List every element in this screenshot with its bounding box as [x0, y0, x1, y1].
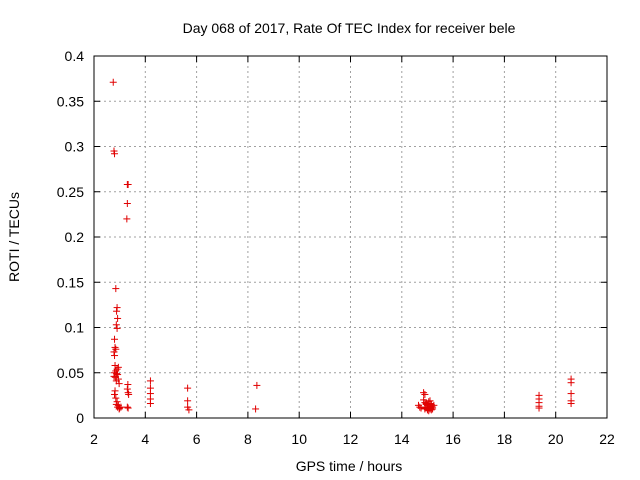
data-point — [111, 387, 119, 395]
x-tick-label: 22 — [599, 431, 615, 447]
y-tick-label: 0.15 — [57, 274, 84, 290]
data-point — [112, 321, 120, 329]
data-point — [567, 400, 575, 408]
y-tick-label: 0.2 — [65, 229, 85, 245]
data-point — [430, 401, 438, 409]
chart-title: Day 068 of 2017, Rate Of TEC Index for r… — [183, 20, 516, 36]
data-point — [253, 381, 261, 389]
data-point — [567, 379, 575, 387]
data-point — [110, 372, 118, 380]
data-point — [124, 404, 132, 412]
y-tick-label: 0.35 — [57, 93, 84, 109]
data-point — [184, 397, 192, 405]
y-axis-label: ROTI / TECUs — [6, 192, 22, 282]
data-point — [114, 314, 122, 322]
data-point — [417, 404, 425, 412]
data-point — [184, 384, 192, 392]
data-point — [113, 304, 121, 312]
data-point — [427, 406, 435, 414]
data-point — [252, 405, 260, 413]
data-point — [426, 397, 434, 405]
data-point — [123, 403, 131, 411]
data-point — [117, 403, 125, 411]
data-point — [116, 404, 124, 412]
x-tick-label: 12 — [343, 431, 359, 447]
data-point — [429, 405, 437, 413]
x-tick-label: 2 — [90, 431, 98, 447]
data-point — [113, 365, 121, 373]
data-point — [112, 394, 120, 402]
y-tick-label: 0.25 — [57, 184, 84, 200]
x-axis-label: GPS time / hours — [296, 458, 403, 474]
data-point — [115, 405, 123, 413]
y-tick-label: 0.1 — [65, 320, 85, 336]
y-tick-label: 0.05 — [57, 365, 84, 381]
x-tick-label: 4 — [141, 431, 149, 447]
x-tick-label: 10 — [291, 431, 307, 447]
data-point — [123, 215, 131, 223]
data-point — [125, 390, 133, 398]
x-tick-label: 16 — [445, 431, 461, 447]
x-tick-label: 6 — [193, 431, 201, 447]
data-point — [124, 181, 132, 189]
data-point — [416, 403, 424, 411]
grid-layer — [94, 56, 607, 418]
y-tick-label: 0.4 — [65, 48, 85, 64]
data-point — [109, 78, 117, 86]
data-point — [185, 406, 193, 414]
data-point — [123, 385, 131, 393]
data-point — [111, 150, 119, 158]
data-point — [113, 307, 121, 315]
data-point — [110, 348, 118, 356]
data-point — [114, 363, 122, 371]
data-point — [112, 285, 120, 293]
data-point — [421, 390, 429, 398]
data-point — [115, 380, 123, 388]
data-point — [535, 404, 543, 412]
x-tick-label: 20 — [548, 431, 564, 447]
y-tick-label: 0 — [76, 410, 84, 426]
data-point — [420, 389, 428, 397]
data-point — [111, 352, 119, 360]
data-point — [567, 390, 575, 398]
data-point — [124, 381, 132, 389]
data-point — [111, 335, 119, 343]
data-point — [113, 324, 121, 332]
x-tick-label: 8 — [244, 431, 252, 447]
x-tick-label: 18 — [497, 431, 513, 447]
data-point — [111, 373, 119, 381]
data-point — [111, 362, 119, 370]
tick-layer: 2 4 6 8 10 12 14 16 18 20 22 0 0.05 0.1 0.15 0.2 0.25 0.3… — [57, 48, 615, 447]
data-point — [124, 389, 132, 397]
data-point — [422, 400, 430, 408]
data-point — [146, 377, 154, 385]
data-point — [111, 390, 119, 398]
data-point — [111, 343, 119, 351]
x-tick-label: 14 — [394, 431, 410, 447]
data-point — [146, 400, 154, 408]
data-point — [123, 200, 131, 208]
point-layer — [109, 78, 575, 415]
y-tick-label: 0.3 — [65, 139, 85, 155]
